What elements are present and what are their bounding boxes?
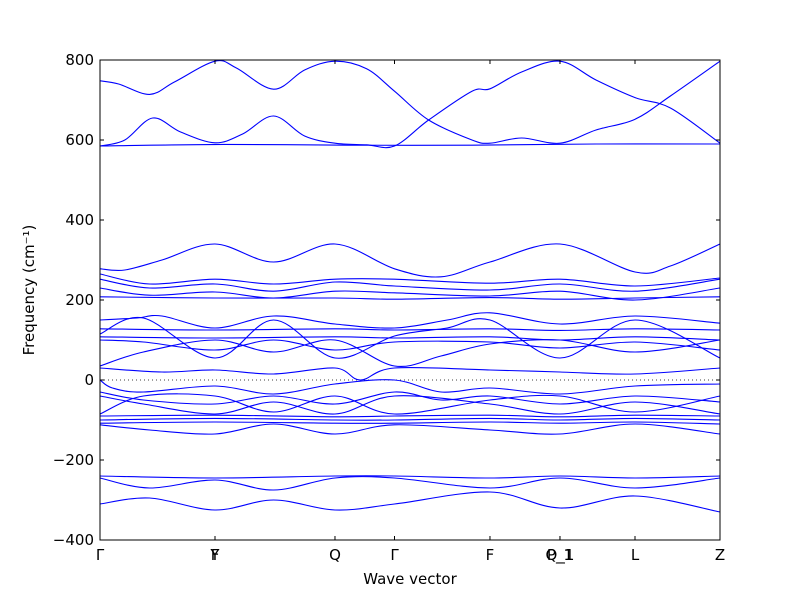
band-line-16 bbox=[100, 379, 720, 395]
y-tick-label: 600 bbox=[65, 131, 94, 149]
x-tick-label: F bbox=[486, 546, 495, 564]
x-tick-label: Γ bbox=[96, 546, 105, 564]
plot-area bbox=[100, 60, 720, 513]
y-tick-label: −200 bbox=[53, 451, 94, 469]
band-line-11 bbox=[100, 316, 720, 359]
band-line-3 bbox=[100, 143, 720, 147]
band-line-1 bbox=[100, 60, 720, 144]
y-tick-label: 800 bbox=[65, 51, 94, 69]
band-line-22 bbox=[100, 421, 720, 425]
band-line-21 bbox=[100, 417, 720, 421]
x-tick-label: L bbox=[631, 546, 640, 564]
y-tick-label: 200 bbox=[65, 291, 94, 309]
band-line-9 bbox=[100, 312, 720, 329]
band-line-6 bbox=[100, 278, 720, 292]
band-line-8 bbox=[100, 296, 720, 300]
band-line-17 bbox=[100, 391, 720, 405]
x-tick-label: Γ bbox=[390, 546, 399, 564]
band-line-26 bbox=[100, 491, 720, 513]
band-line-19 bbox=[100, 393, 720, 415]
band-line-12 bbox=[100, 336, 720, 341]
band-line-7 bbox=[100, 287, 720, 301]
band-line-20 bbox=[100, 414, 720, 418]
band-line-23 bbox=[100, 423, 720, 435]
x-tick-label: Q bbox=[329, 546, 341, 564]
band-line-2 bbox=[100, 60, 720, 149]
band-line-24 bbox=[100, 475, 720, 479]
y-tick-label: −400 bbox=[53, 531, 94, 549]
x-axis-label: Wave vector bbox=[363, 570, 457, 588]
x-tick-label: F bbox=[211, 546, 220, 564]
band-line-4 bbox=[100, 243, 720, 278]
y-tick-label: 400 bbox=[65, 211, 94, 229]
band-line-13 bbox=[100, 339, 720, 351]
x-tick-label: Y bbox=[209, 546, 220, 564]
band-line-5 bbox=[100, 273, 720, 287]
band-line-14 bbox=[100, 339, 720, 368]
band-line-25 bbox=[100, 476, 720, 491]
band-line-18 bbox=[100, 395, 720, 415]
y-axis-label: Frequency (cm⁻¹) bbox=[20, 225, 38, 356]
band-line-10 bbox=[100, 328, 720, 331]
x-tick-label: Z bbox=[715, 546, 725, 564]
band-line-15 bbox=[100, 366, 720, 381]
y-tick-label: 0 bbox=[84, 371, 94, 389]
x-tick-label: Q_1 bbox=[546, 546, 575, 565]
x-tick-label: P_1 bbox=[547, 546, 573, 565]
